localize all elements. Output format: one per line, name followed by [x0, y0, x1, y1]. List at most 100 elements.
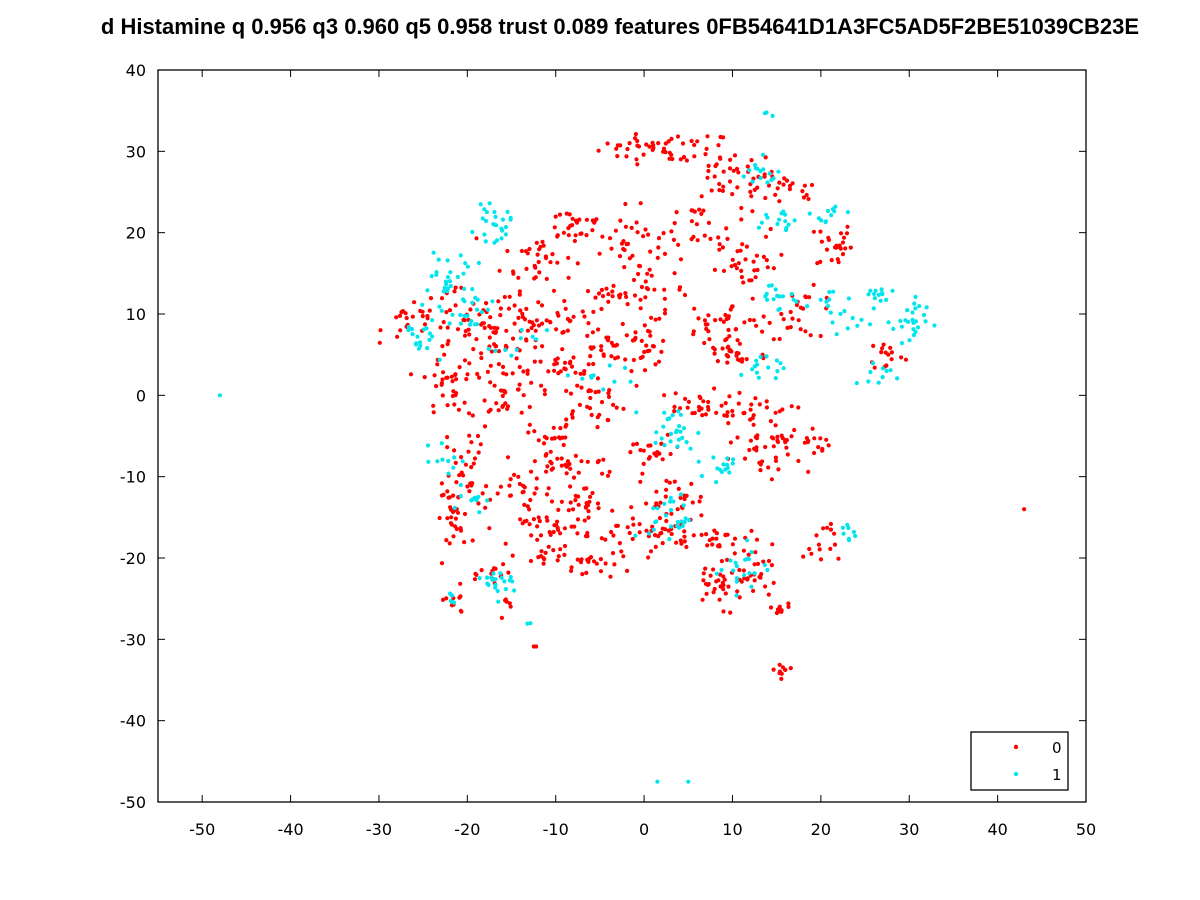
point-cluster: [452, 482, 490, 515]
data-point: [536, 515, 541, 520]
data-point: [545, 464, 550, 469]
data-point: [465, 484, 470, 489]
data-point: [868, 288, 873, 293]
data-point: [557, 212, 563, 217]
data-point: [496, 349, 502, 354]
data-point: [818, 557, 824, 562]
data-point: [476, 494, 481, 499]
data-point: [469, 440, 474, 445]
data-point: [714, 480, 719, 485]
data-point: [702, 318, 708, 323]
data-point: [546, 369, 551, 374]
data-point: [595, 460, 600, 465]
data-point: [786, 222, 791, 227]
point-cluster: [425, 441, 465, 476]
data-point: [482, 207, 487, 212]
point-cluster: [406, 302, 444, 362]
data-point: [467, 489, 472, 494]
data-point: [408, 372, 414, 377]
data-point: [378, 328, 383, 333]
data-point: [566, 275, 571, 280]
data-point: [739, 372, 744, 377]
data-point: [615, 154, 620, 159]
data-point: [690, 500, 695, 505]
point-cluster: [472, 553, 515, 586]
data-point: [678, 412, 684, 417]
data-point: [501, 371, 506, 376]
data-point: [591, 559, 597, 564]
point-cluster: [477, 571, 517, 604]
data-point: [903, 357, 909, 362]
data-point: [446, 458, 451, 464]
data-point: [564, 471, 569, 476]
data-point: [571, 475, 577, 480]
data-point: [654, 453, 659, 458]
data-point: [816, 542, 822, 547]
data-point: [570, 216, 575, 221]
data-point: [580, 376, 585, 381]
data-point: [826, 443, 831, 448]
data-point: [508, 477, 513, 482]
data-point: [758, 468, 763, 473]
point-cluster: [377, 300, 432, 345]
data-point: [669, 511, 674, 516]
data-point: [430, 318, 435, 323]
data-point: [737, 358, 742, 363]
data-point: [453, 303, 458, 308]
data-point: [747, 317, 753, 323]
data-point: [689, 237, 694, 242]
data-point: [504, 328, 509, 333]
data-point: [710, 542, 715, 547]
data-point: [898, 318, 903, 324]
data-point: [597, 251, 602, 256]
point-cluster: [487, 515, 604, 549]
data-point: [807, 211, 812, 216]
data-point: [663, 527, 668, 532]
data-point: [532, 276, 537, 281]
data-point: [531, 517, 537, 522]
data-point: [606, 394, 612, 399]
data-point: [486, 346, 491, 351]
data-point: [595, 376, 601, 381]
data-point: [884, 297, 889, 302]
data-point: [612, 379, 617, 384]
data-point: [734, 564, 740, 569]
data-point: [846, 538, 852, 543]
data-point: [766, 592, 771, 597]
data-point: [781, 182, 786, 187]
data-point: [689, 138, 694, 144]
point-cluster: [771, 662, 793, 682]
data-point: [678, 157, 683, 162]
data-point: [708, 236, 713, 241]
data-point: [829, 258, 834, 263]
point-cluster: [811, 224, 853, 266]
data-point: [757, 460, 762, 465]
data-point: [699, 211, 704, 216]
data-point: [661, 338, 666, 343]
data-point: [703, 581, 709, 587]
data-point: [496, 299, 501, 304]
data-point: [561, 329, 566, 335]
data-point: [807, 295, 812, 300]
data-point: [566, 255, 571, 260]
data-point: [828, 521, 834, 527]
data-point: [727, 394, 732, 399]
data-point: [497, 268, 502, 273]
data-point: [791, 297, 796, 302]
data-point: [470, 538, 475, 543]
point-cluster: [596, 132, 674, 167]
data-point: [808, 333, 813, 338]
data-point: [672, 409, 677, 414]
x-tick-label: -40: [278, 820, 304, 839]
data-point: [537, 519, 542, 524]
point-cluster: [700, 548, 768, 615]
data-point: [625, 525, 630, 530]
data-point: [457, 595, 462, 600]
data-point: [829, 213, 834, 218]
data-point: [648, 549, 654, 554]
point-cluster: [807, 204, 851, 224]
data-point: [704, 591, 709, 597]
data-point: [429, 274, 434, 279]
data-point: [545, 518, 550, 523]
x-tick-label: -10: [543, 820, 569, 839]
